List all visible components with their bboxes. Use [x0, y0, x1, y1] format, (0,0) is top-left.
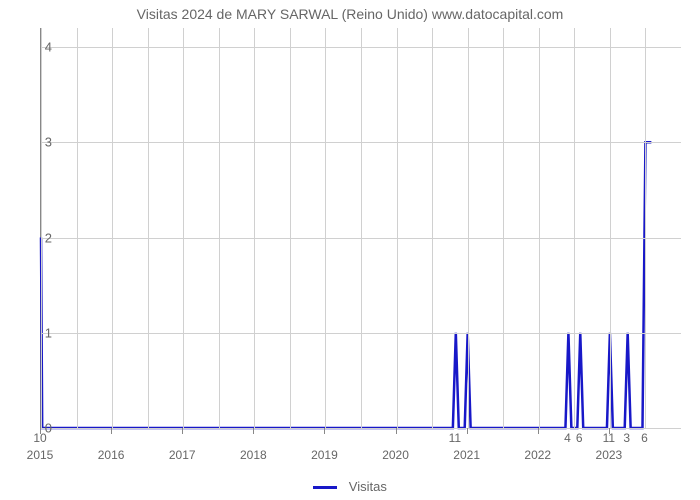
legend-swatch [313, 486, 337, 489]
gridline-v [254, 28, 255, 428]
gridline-v-minor [148, 28, 149, 428]
data-point-label: 11 [449, 431, 461, 445]
gridline-v [468, 28, 469, 428]
gridline-v [397, 28, 398, 428]
x-tick [538, 428, 539, 434]
x-axis-label: 2021 [453, 448, 480, 462]
gridline-v-minor [574, 28, 575, 428]
chart-container: Visitas 2024 de MARY SARWAL (Reino Unido… [0, 0, 700, 500]
gridline-v-minor [77, 28, 78, 428]
y-axis-label: 2 [45, 230, 52, 245]
x-axis-label: 2016 [98, 448, 125, 462]
data-point-label: 6 [576, 431, 583, 445]
gridline-h [41, 428, 681, 429]
y-axis-label: 1 [45, 325, 52, 340]
x-tick [182, 428, 183, 434]
gridline-v [539, 28, 540, 428]
gridline-v-minor [645, 28, 646, 428]
x-tick [111, 428, 112, 434]
x-tick [467, 428, 468, 434]
gridline-v-minor [219, 28, 220, 428]
gridline-v [183, 28, 184, 428]
gridline-v-minor [432, 28, 433, 428]
gridline-v-minor [361, 28, 362, 428]
data-point-label: 6 [641, 431, 648, 445]
x-axis-label: 2019 [311, 448, 338, 462]
gridline-v [325, 28, 326, 428]
gridline-v-minor [503, 28, 504, 428]
x-tick [396, 428, 397, 434]
x-axis-label: 2015 [27, 448, 54, 462]
data-point-label: 3 [623, 431, 630, 445]
x-axis-label: 2020 [382, 448, 409, 462]
legend: Visitas [0, 479, 700, 494]
x-axis-label: 2018 [240, 448, 267, 462]
gridline-v [112, 28, 113, 428]
data-point-label: 10 [33, 431, 46, 445]
x-tick [253, 428, 254, 434]
x-tick [324, 428, 325, 434]
legend-label: Visitas [349, 479, 387, 494]
gridline-v-minor [290, 28, 291, 428]
x-axis-label: 2022 [524, 448, 551, 462]
chart-title: Visitas 2024 de MARY SARWAL (Reino Unido… [0, 6, 700, 22]
y-axis-label: 4 [45, 40, 52, 55]
x-axis-label: 2017 [169, 448, 196, 462]
gridline-v [41, 28, 42, 428]
data-point-label: 4 [564, 431, 571, 445]
gridline-v [610, 28, 611, 428]
x-axis-label: 2023 [596, 448, 623, 462]
y-axis-label: 3 [45, 135, 52, 150]
data-point-label: 11 [603, 431, 615, 445]
plot-area [40, 28, 681, 429]
